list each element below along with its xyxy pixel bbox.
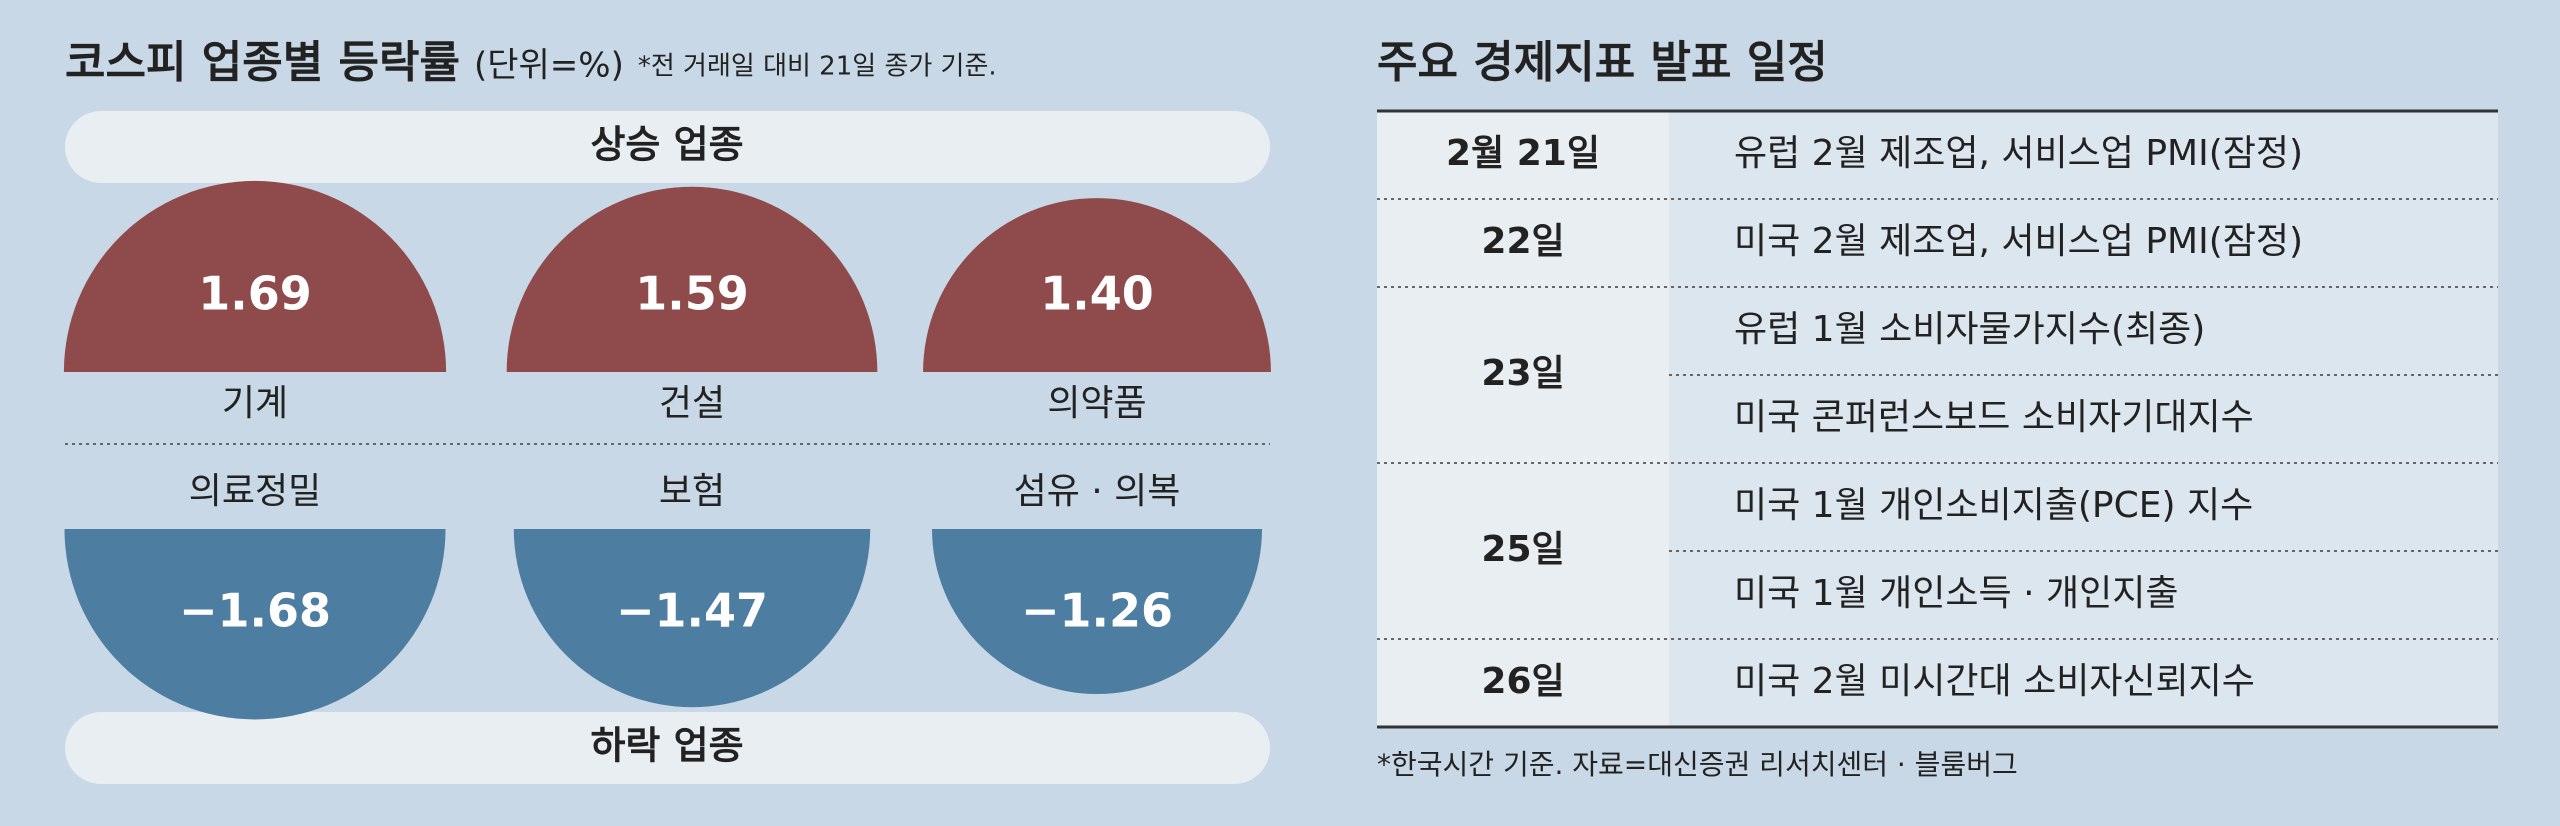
date-cell: 23일	[1481, 353, 1564, 394]
item-cell: 미국 콘퍼런스보드 소비자기대지수	[1734, 397, 2254, 438]
date-column	[1377, 111, 1669, 727]
category-label: 보험	[659, 471, 725, 512]
item-cell: 미국 1월 개인소비지출(PCE) 지수	[1734, 485, 2253, 526]
semicircle	[923, 198, 1271, 372]
item-cell: 미국 2월 미시간대 소비자신뢰지수	[1734, 661, 2255, 702]
pill	[65, 712, 1270, 784]
category-label: 건설	[659, 383, 725, 424]
note: *전 거래일 대비 21일 종가 기준.	[638, 52, 997, 82]
semicircle	[931, 529, 1263, 695]
semicircle	[63, 180, 447, 372]
category-label: 섬유 · 의복	[1014, 471, 1181, 512]
value-label: 1.59	[635, 267, 749, 321]
date-cell: 2월 21일	[1446, 133, 1600, 174]
item-cell: 유럽 2월 제조업, 서비스업 PMI(잠정)	[1734, 133, 2303, 174]
date-cell: 26일	[1481, 661, 1564, 702]
value-label: −1.47	[616, 584, 768, 638]
value-label: −1.68	[179, 584, 331, 638]
chart-title: 코스피 업종별 등락률	[65, 37, 460, 88]
date-cell: 25일	[1481, 529, 1564, 570]
item-cell: 미국 2월 제조업, 서비스업 PMI(잠정)	[1734, 221, 2303, 262]
category-label: 의료정밀	[189, 471, 321, 512]
category-label: 기계	[222, 383, 288, 424]
item-cell: 미국 1월 개인소득 · 개인지출	[1734, 573, 2178, 614]
semicircle	[513, 529, 871, 708]
semicircle	[506, 186, 878, 372]
table-title: 주요 경제지표 발표 일정	[1377, 37, 1828, 88]
value-label: 1.40	[1040, 267, 1154, 321]
unit: (단위=%)	[474, 46, 624, 86]
value-label: −1.26	[1021, 584, 1173, 638]
legend-label: 상승 업종	[590, 123, 743, 167]
legend-label: 하락 업종	[590, 724, 743, 768]
category-label: 의약품	[1047, 383, 1146, 424]
item-cell: 유럽 1월 소비자물가지수(최종)	[1734, 309, 2205, 350]
semicircle	[64, 529, 446, 720]
pill	[65, 111, 1270, 183]
item-column	[1669, 111, 2498, 727]
table-note: *한국시간 기준. 자료=대신증권 리서치센터 · 블룸버그	[1377, 748, 2018, 781]
value-label: 1.69	[198, 267, 312, 321]
date-cell: 22일	[1481, 221, 1564, 262]
